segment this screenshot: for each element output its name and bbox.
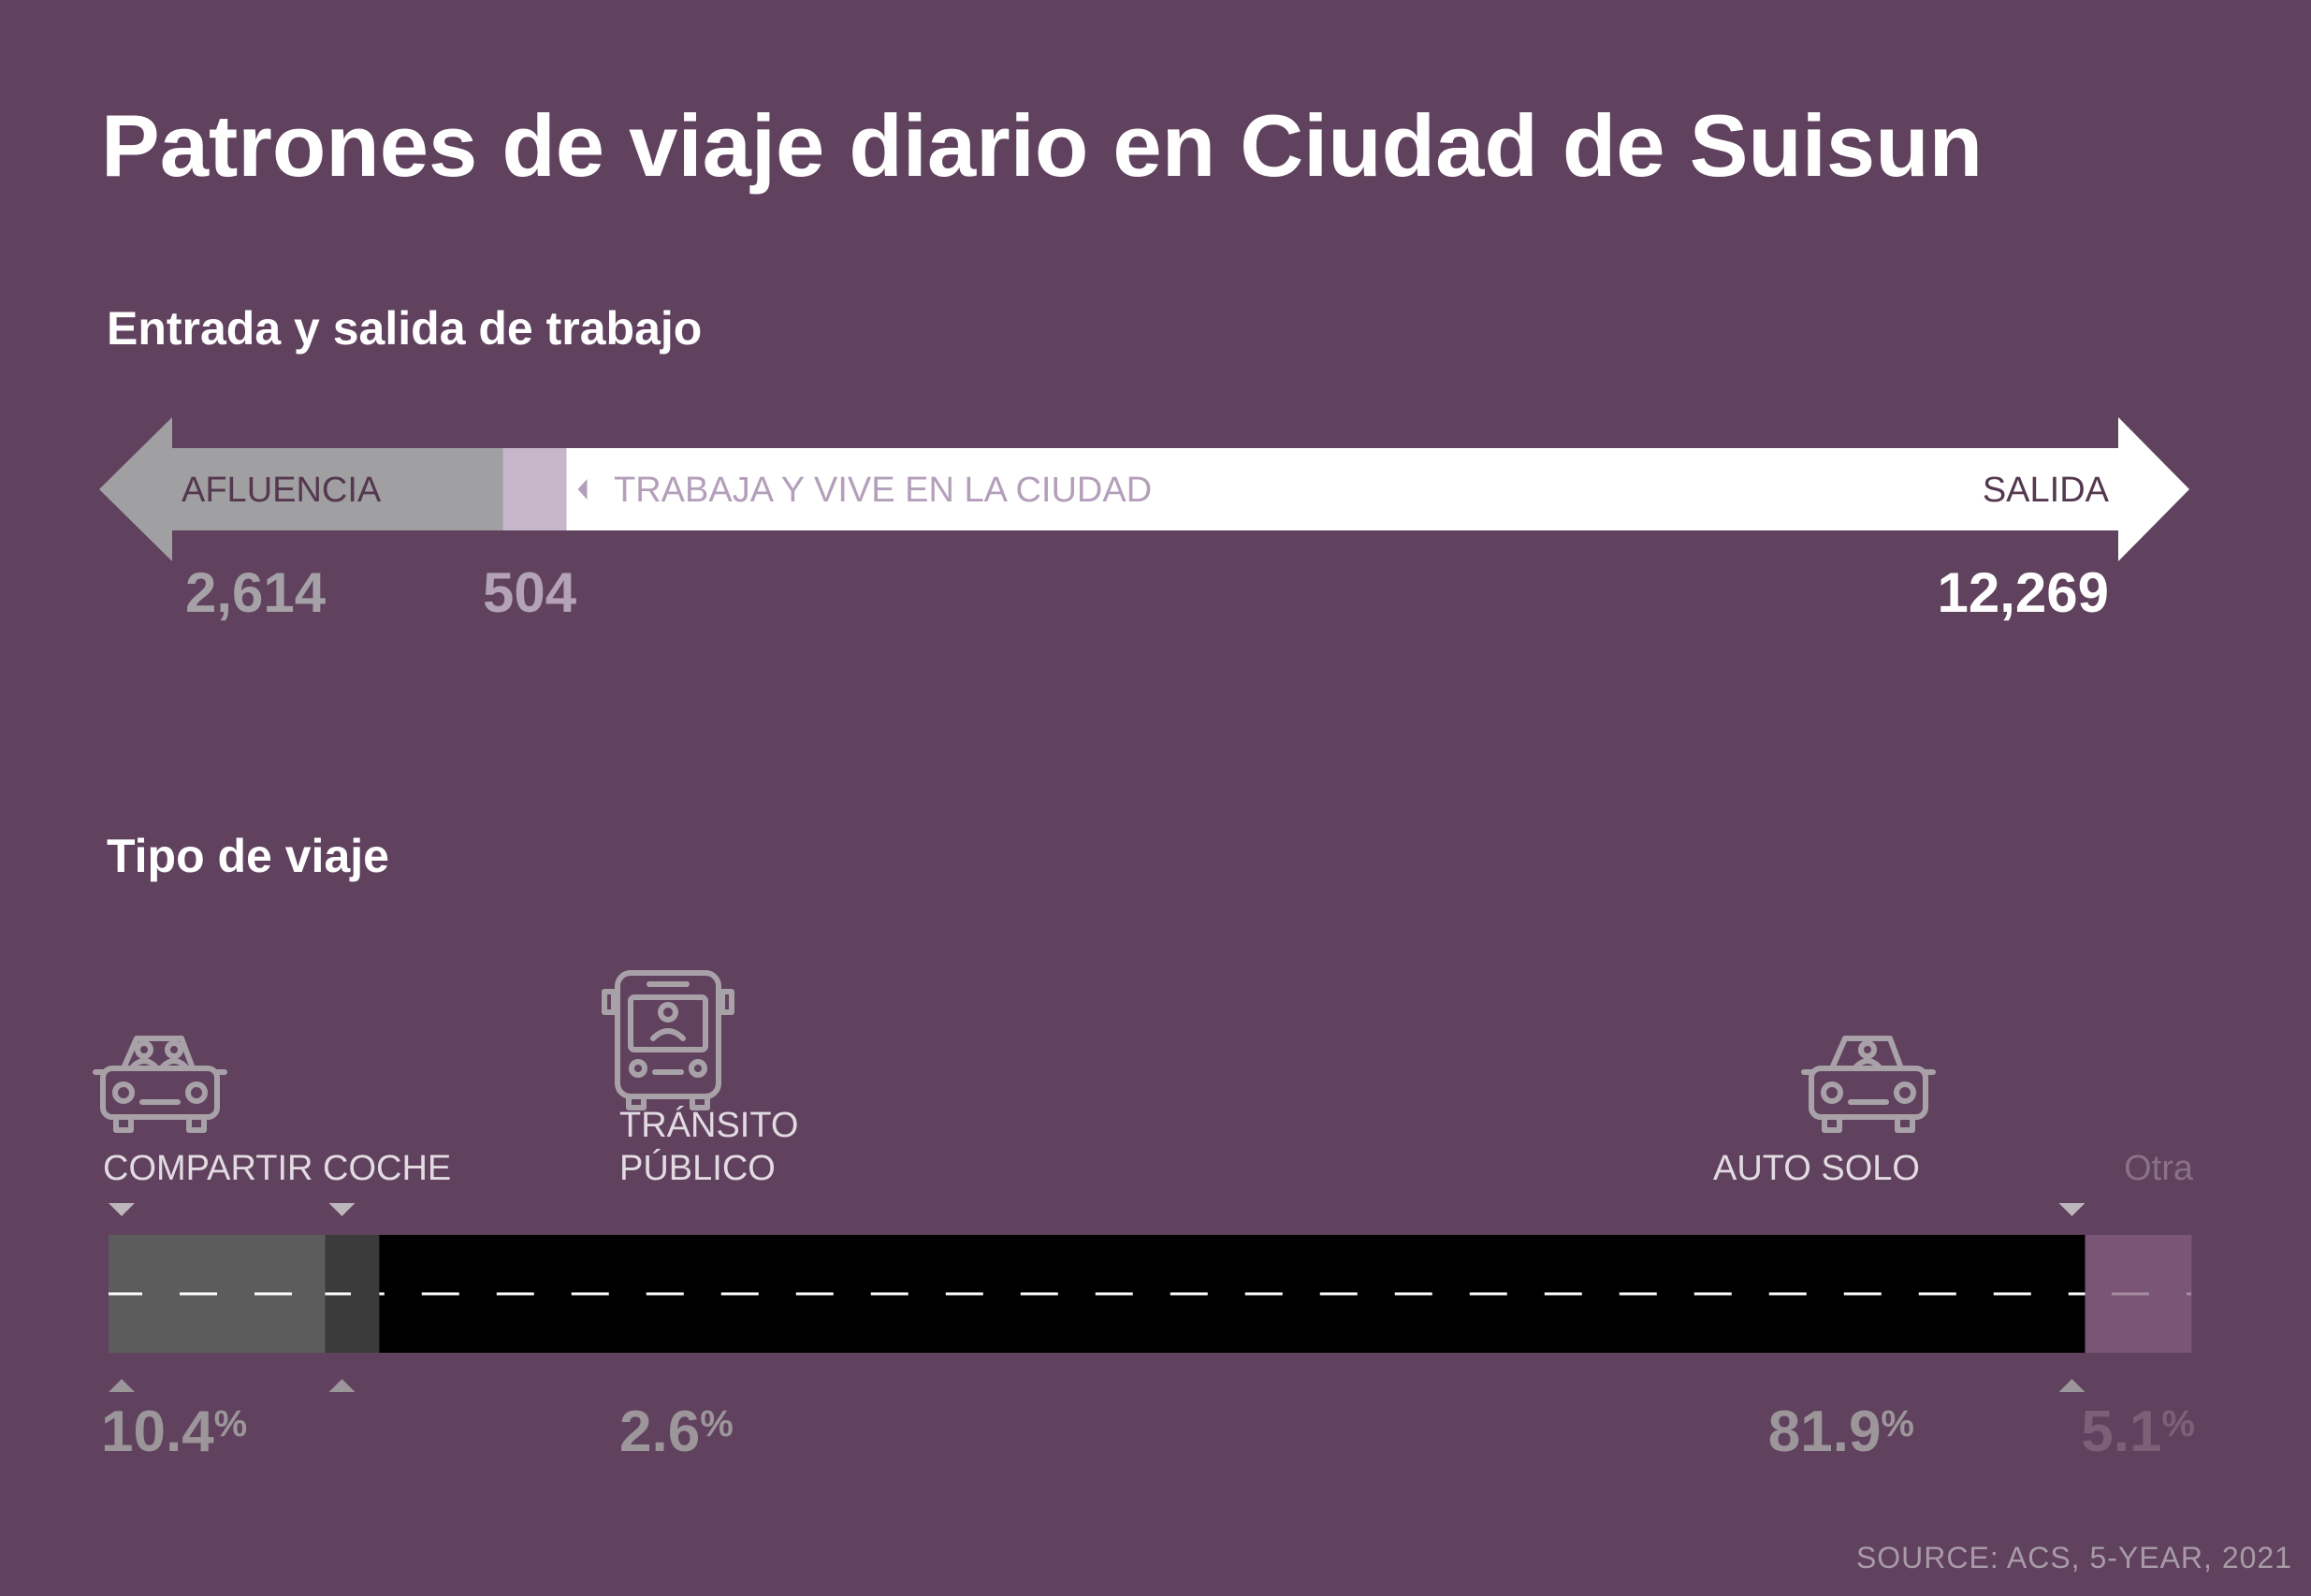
within-value: 504: [483, 561, 577, 624]
pointer-down-carpool: [109, 1203, 135, 1216]
pct-drive-alone: 81.9%: [1768, 1403, 1914, 1461]
mode-label-carpool: COMPARTIR COCHE: [103, 1149, 452, 1188]
within-pointer-icon: [577, 479, 588, 500]
outflow-arrow: [566, 417, 2189, 561]
source-note: SOURCE: ACS, 5-YEAR, 2021: [1855, 1541, 2292, 1574]
outflow-value: 12,269: [1937, 561, 2109, 624]
outflow-label: SALIDA: [1982, 471, 2109, 510]
inflow-arrow: [99, 417, 503, 561]
pointer-down-drive-alone: [2058, 1203, 2086, 1216]
inflow-value: 2,614: [185, 561, 327, 624]
mode-label-drive-alone: AUTO SOLO: [1712, 1149, 1920, 1188]
page-title: Patrones de viaje diario en Ciudad de Su…: [101, 96, 1984, 195]
mode-label-other: Otra: [2124, 1149, 2193, 1188]
pct-drive-alone-value: 81.9: [1767, 1400, 1882, 1464]
pointer-up-transit: [328, 1379, 356, 1392]
pct-transit: 2.6%: [619, 1403, 734, 1461]
pct-carpool-unit: %: [213, 1403, 248, 1444]
pointer-up-drive-alone: [2058, 1379, 2086, 1392]
inflow-label: AFLUENCIA: [182, 471, 382, 510]
pct-other: 5.1%: [2081, 1403, 2195, 1461]
pct-transit-unit: %: [700, 1403, 734, 1444]
within-label: TRABAJA Y VIVE EN LA CIUDAD: [614, 471, 1153, 510]
pct-carpool-value: 10.4: [101, 1400, 214, 1464]
pct-other-value: 5.1: [2081, 1400, 2162, 1464]
pointer-down-transit: [328, 1203, 356, 1216]
pointer-up-carpool: [109, 1379, 135, 1392]
mode-subtitle: Tipo de viaje: [107, 830, 389, 882]
flow-subtitle: Entrada y salida de trabajo: [107, 302, 703, 355]
pct-carpool: 10.4%: [101, 1403, 247, 1461]
pct-transit-value: 2.6: [619, 1400, 701, 1464]
within-bar: [502, 448, 567, 530]
pct-drive-alone-unit: %: [1881, 1403, 1914, 1444]
mode-label-transit: TRÁNSITO PÚBLICO: [619, 1106, 799, 1188]
pct-other-unit: %: [2161, 1403, 2195, 1444]
mode-bar-drive-alone: [379, 1235, 2086, 1353]
